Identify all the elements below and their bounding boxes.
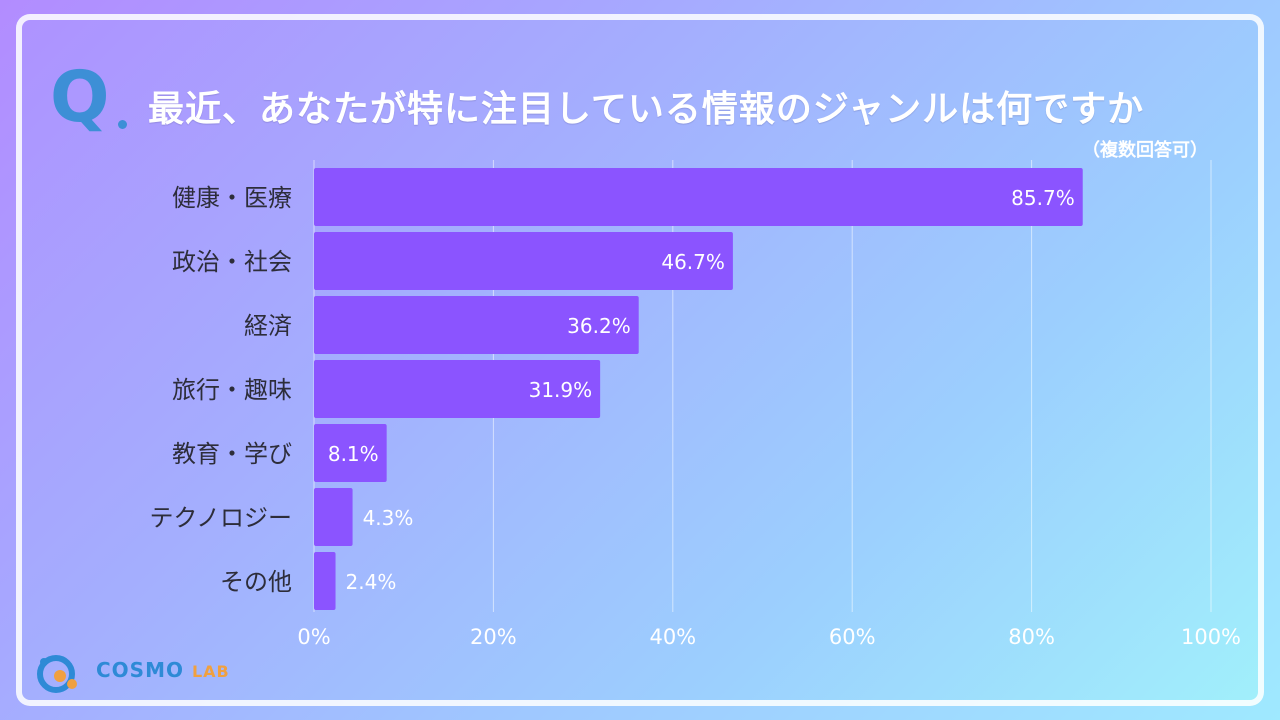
- data-label: 85.7%: [1011, 186, 1075, 210]
- x-tick-label: 20%: [470, 625, 517, 649]
- question-mark-label: Q: [50, 56, 110, 138]
- data-label: 36.2%: [567, 314, 631, 338]
- bar: [314, 360, 601, 418]
- bar: [314, 232, 733, 290]
- logo-text: COSMO LAB: [96, 658, 230, 682]
- category-label: テクノロジー: [149, 504, 292, 532]
- category-label: 政治・社会: [172, 248, 292, 276]
- bar: [314, 552, 336, 610]
- chart-panel: [16, 14, 1264, 706]
- bar: [314, 296, 639, 354]
- category-label: 健康・医療: [172, 184, 292, 212]
- category-label: その他: [220, 568, 292, 596]
- data-label: 2.4%: [346, 570, 397, 594]
- category-label: 経済: [244, 312, 292, 340]
- cosmo-lab-logo: COSMO LAB: [34, 650, 234, 694]
- data-label: 8.1%: [328, 442, 379, 466]
- bar: [314, 168, 1083, 226]
- x-tick-label: 80%: [1008, 625, 1055, 649]
- question-dot: [118, 120, 127, 129]
- chart-title: 最近、あなたが特に注目している情報のジャンルは何ですか: [148, 89, 1145, 130]
- cosmo-lab-logo-icon: [37, 655, 77, 693]
- chart-subtitle: （複数回答可）: [1082, 140, 1208, 161]
- x-tick-label: 100%: [1181, 625, 1241, 649]
- data-label: 4.3%: [363, 506, 414, 530]
- x-tick-label: 40%: [649, 625, 696, 649]
- x-tick-label: 60%: [829, 625, 876, 649]
- data-label: 31.9%: [529, 378, 593, 402]
- bar: [314, 488, 353, 546]
- bar: [314, 424, 387, 482]
- category-label: 教育・学び: [172, 440, 292, 468]
- data-label: 46.7%: [661, 250, 725, 274]
- category-label: 旅行・趣味: [172, 376, 292, 404]
- logo-text-sub: LAB: [191, 662, 230, 681]
- logo-text-main: COSMO: [96, 658, 184, 682]
- x-tick-label: 0%: [297, 625, 330, 649]
